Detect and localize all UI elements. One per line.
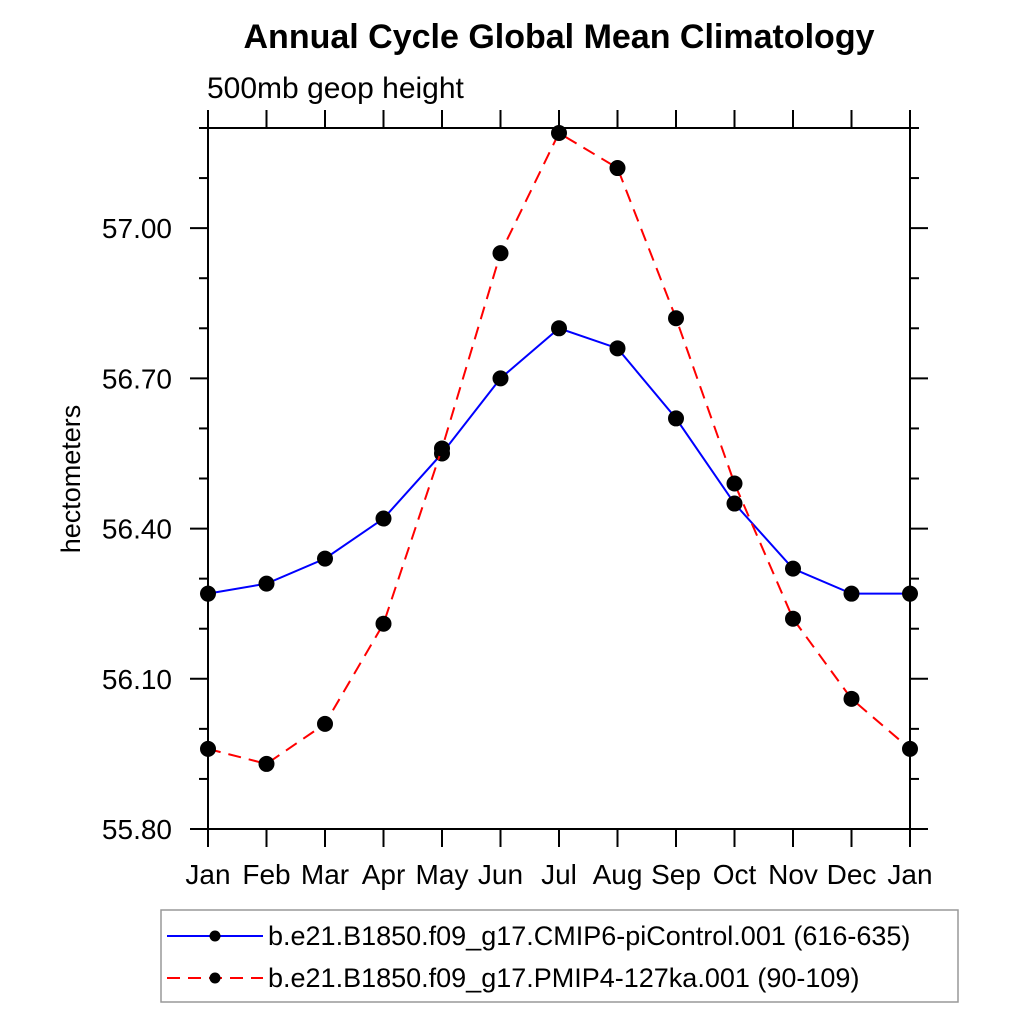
data-point-marker xyxy=(668,410,684,427)
series-line-1 xyxy=(207,327,910,595)
plot-frame xyxy=(207,127,911,830)
legend-box xyxy=(160,909,959,1003)
axis-ticks xyxy=(190,110,928,847)
data-point-marker xyxy=(726,475,743,492)
x-axis-tick-labels: Jan Feb Mar Apr May Jun Jul Aug Sep Oct Nov Dec Jan xyxy=(185,859,932,890)
data-point-marker xyxy=(551,125,567,142)
x-tick-label: Dec xyxy=(827,859,877,890)
y-tick-label: 56.40 xyxy=(102,514,172,545)
chart-title: Annual Cycle Global Mean Climatology xyxy=(244,18,875,56)
data-point-marker xyxy=(375,510,392,527)
legend-label-series1: b.e21.B1850.f09_g17.CMIP6-piControl.001 … xyxy=(268,921,910,951)
data-point-marker xyxy=(843,585,860,602)
data-series xyxy=(200,125,918,772)
data-point-marker xyxy=(551,320,567,337)
data-point-marker xyxy=(785,610,801,627)
data-point-marker xyxy=(200,740,216,757)
y-tick-label: 55.80 xyxy=(102,814,172,845)
x-tick-label: Oct xyxy=(713,859,757,890)
x-tick-label: Feb xyxy=(242,859,290,890)
legend-label-series2: b.e21.B1850.f09_g17.PMIP4-127ka.001 (90-… xyxy=(268,963,859,993)
x-tick-label: Sep xyxy=(651,859,701,890)
data-point-marker xyxy=(902,740,918,757)
y-axis-tick-labels: 55.80 56.10 56.40 56.70 57.00 xyxy=(102,213,172,845)
data-point-marker xyxy=(258,755,275,772)
x-tick-label: Jul xyxy=(541,859,577,890)
data-point-marker xyxy=(258,575,275,592)
data-point-marker xyxy=(668,310,684,327)
data-point-marker xyxy=(902,585,918,602)
y-tick-label: 57.00 xyxy=(102,213,172,244)
data-point-marker xyxy=(609,160,626,177)
x-tick-label: Aug xyxy=(593,859,643,890)
x-tick-label: Nov xyxy=(768,859,818,890)
data-point-marker xyxy=(375,615,392,632)
x-tick-label: May xyxy=(416,859,469,890)
data-point-marker xyxy=(726,495,743,512)
x-tick-label: Jan xyxy=(887,859,932,890)
data-point-marker xyxy=(434,440,450,457)
y-axis-label: hectometers xyxy=(56,405,86,554)
data-point-marker xyxy=(200,585,216,602)
data-point-marker xyxy=(492,245,509,262)
legend-marker-series1 xyxy=(209,930,221,942)
x-tick-label: Mar xyxy=(301,859,349,890)
series-line-2 xyxy=(207,131,911,765)
data-point-marker xyxy=(609,340,626,357)
legend-marker-series2 xyxy=(209,972,221,984)
x-tick-label: Jun xyxy=(478,859,523,890)
data-point-marker xyxy=(492,370,509,387)
y-tick-label: 56.10 xyxy=(102,664,172,695)
x-tick-label: Jan xyxy=(185,859,230,890)
data-point-marker xyxy=(317,715,333,732)
y-tick-label: 56.70 xyxy=(102,363,172,394)
data-point-marker xyxy=(317,550,333,567)
legend: b.e21.B1850.f09_g17.CMIP6-piControl.001 … xyxy=(160,909,959,1003)
chart-subtitle: 500mb geop height xyxy=(207,72,465,105)
data-point-marker xyxy=(785,560,801,577)
data-point-marker xyxy=(843,690,860,707)
x-tick-label: Apr xyxy=(362,859,406,890)
